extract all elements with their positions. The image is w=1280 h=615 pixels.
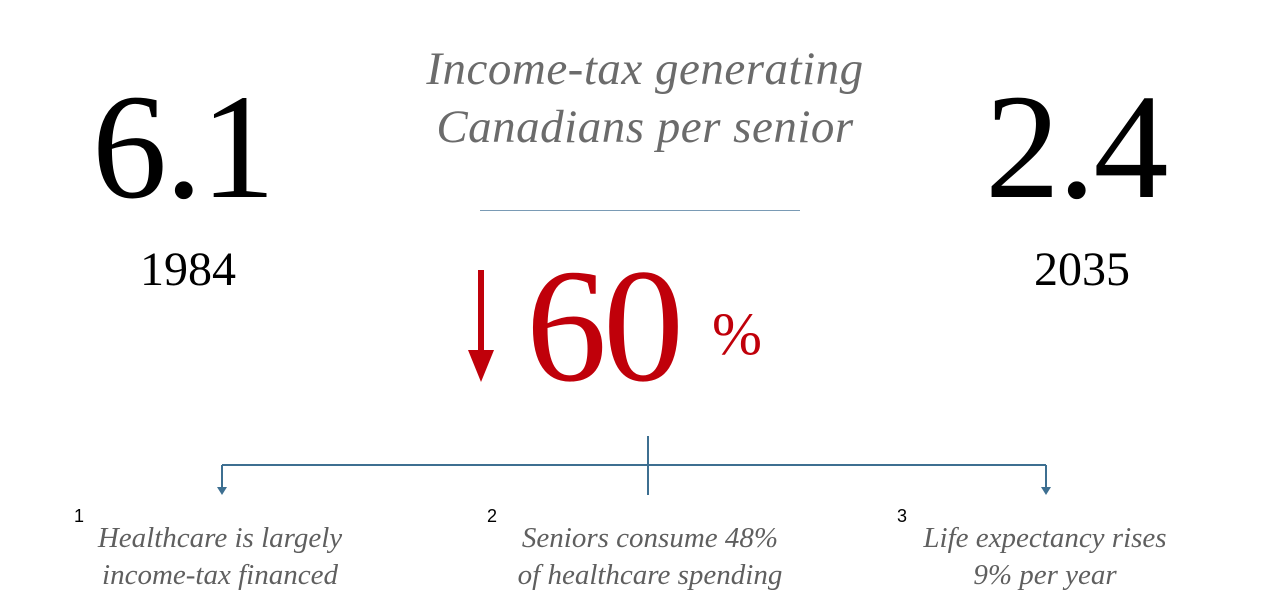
reason-2-number: 2 xyxy=(487,506,498,526)
percent-sign: % xyxy=(712,301,762,367)
title-line-1: Income-tax generating xyxy=(426,43,864,95)
reason-1-line-1: Healthcare is largely xyxy=(97,522,343,554)
left-ratio-value: 6.1 xyxy=(92,64,275,230)
reason-3-line-2: 9% per year xyxy=(973,559,1117,591)
reason-3-line-1: Life expectancy rises xyxy=(923,522,1167,554)
title-line-2: Canadians per senior xyxy=(436,101,854,153)
reason-2-line-1: Seniors consume 48% xyxy=(521,522,779,554)
connector-left-arrow-icon xyxy=(217,487,227,495)
reason-1-text: Healthcare is largely income-tax finance… xyxy=(70,520,370,594)
reason-1-number: 1 xyxy=(74,506,85,526)
reason-1-line-2: income-tax financed xyxy=(102,559,338,591)
reason-2-text: Seniors consume 48% of healthcare spendi… xyxy=(495,520,805,594)
down-arrow-icon xyxy=(468,270,494,382)
reason-2-line-2: of healthcare spending xyxy=(517,559,783,591)
connector-right-arrow-icon xyxy=(1041,487,1051,495)
reason-3-number: 3 xyxy=(897,506,908,526)
right-year-label: 2035 xyxy=(1034,243,1130,296)
right-ratio-value: 2.4 xyxy=(985,64,1168,230)
slide-title: Income-tax generating Canadians per seni… xyxy=(340,40,950,156)
title-divider xyxy=(480,210,800,211)
reason-3-text: Life expectancy rises 9% per year xyxy=(895,520,1195,594)
percent-change-value: 60 xyxy=(526,237,684,416)
left-year-label: 1984 xyxy=(140,243,236,296)
